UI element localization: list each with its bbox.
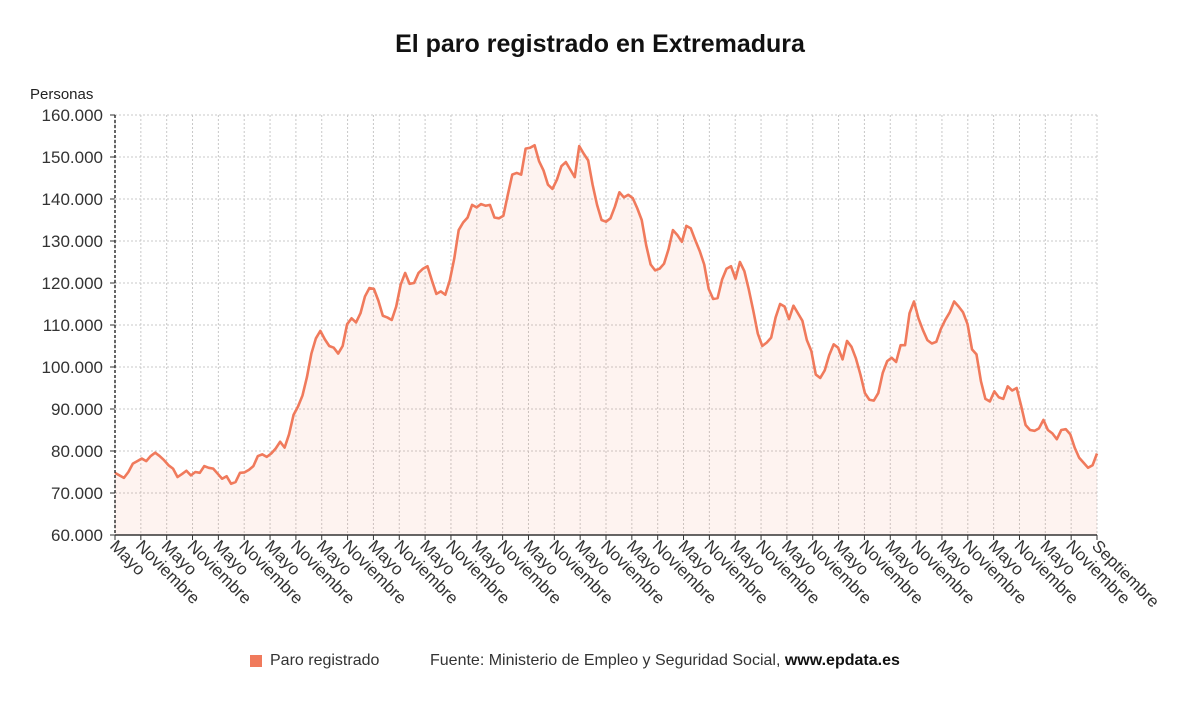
y-tick-label: 70.000 [51,484,103,503]
source-note: Fuente: Ministerio de Empleo y Seguridad… [430,652,900,670]
series-line [114,143,1099,486]
y-tick-label: 130.000 [42,232,103,251]
source-site: www.epdata.es [784,652,900,669]
y-tick-label: 100.000 [42,358,103,377]
y-tick-labels: 60.000 70.000 80.000 90.000 100.000 110.000 12… [42,106,103,545]
y-tick-label: 90.000 [51,400,103,419]
grid-lines [110,114,1098,540]
y-tick-label: 140.000 [42,190,103,209]
area-layer [114,143,1099,536]
legend-swatch [250,655,262,667]
y-tick-label: 80.000 [51,442,103,461]
legend-label: Paro registrado [270,652,380,669]
y-tick-label: 160.000 [42,106,103,125]
chart-title: El paro registrado en Extremadura [395,30,805,58]
series-area-fill [115,145,1097,536]
line-chart: 60.000 70.000 80.000 90.000 100.000 110.000 12… [42,106,1164,611]
y-tick-label: 120.000 [42,274,103,293]
y-axis-unit-label: Personas [30,86,94,103]
y-tick-label: 110.000 [43,316,103,335]
y-tick-label: 150.000 [42,148,103,167]
source-prefix: Fuente: Ministerio de Empleo y Seguridad… [430,652,785,669]
y-tick-label: 60.000 [51,526,103,545]
axes [114,115,1097,536]
x-tick-labels: MayoNoviembreMayoNoviembreMayoNoviembreM… [106,536,1163,611]
legend: Paro registrado [250,652,379,670]
